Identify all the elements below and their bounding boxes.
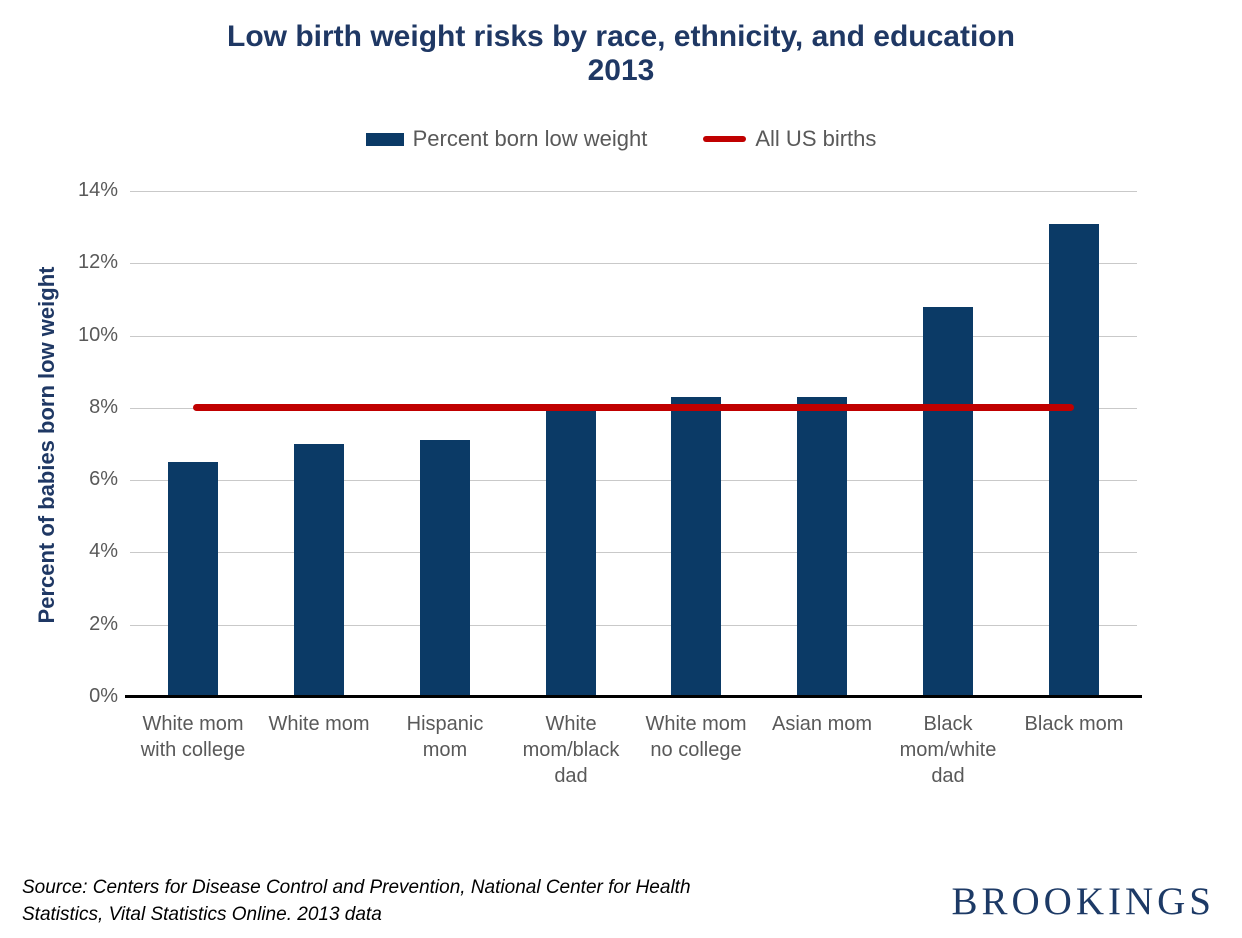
legend: Percent born low weight All US births [0, 126, 1242, 152]
gridline-2pct [130, 625, 1137, 626]
gridline-6pct [130, 480, 1137, 481]
y-tick-label-12pct: 12% [77, 251, 118, 273]
x-category-label: Asian mom [771, 713, 873, 735]
legend-label-line: All US births [755, 126, 877, 151]
bar-1 [168, 462, 218, 697]
bar-5 [671, 397, 721, 697]
source-note: Source: Centers for Disease Control and … [22, 877, 691, 925]
chart-title: Low birth weight risks by race, ethnicit… [227, 20, 1015, 87]
bar-4 [546, 411, 596, 697]
all-us-births-reference-line [193, 404, 1074, 411]
legend-item-line: All US births [703, 126, 876, 152]
x-category-label: Black mom [1024, 713, 1124, 735]
y-tick-label-8pct: 8% [89, 396, 118, 418]
bar-6 [797, 397, 847, 697]
y-tick-label-2pct: 2% [89, 613, 118, 635]
x-category-label: White mom no college [645, 713, 747, 761]
x-category-label: Hispanic mom [406, 713, 484, 761]
bar-2 [294, 444, 344, 697]
line-swatch-icon [703, 136, 747, 142]
bar-3 [420, 440, 470, 697]
brookings-logo: BROOKINGS [951, 880, 1215, 923]
y-tick-label-4pct: 4% [89, 540, 118, 562]
gridline-12pct [130, 263, 1137, 264]
y-tick-label-14pct: 14% [77, 179, 118, 201]
bar-7 [923, 307, 973, 697]
x-axis-line [125, 695, 1142, 698]
x-category-label: White mom [268, 713, 370, 735]
legend-item-bars: Percent born low weight [365, 126, 648, 152]
x-category-label: White mom with college [140, 713, 246, 761]
x-category-label: Black mom/white dad [899, 713, 997, 787]
legend-label-bars: Percent born low weight [412, 126, 648, 151]
x-category-label: White mom/black dad [522, 713, 620, 787]
bar-swatch-icon [365, 132, 404, 146]
gridline-10pct [130, 336, 1137, 337]
gridline-14pct [130, 191, 1137, 192]
bar-8 [1049, 224, 1099, 697]
gridline-4pct [130, 552, 1137, 553]
y-tick-label-10pct: 10% [77, 324, 118, 346]
y-tick-label-0pct: 0% [89, 685, 118, 707]
y-tick-label-6pct: 6% [89, 468, 118, 490]
